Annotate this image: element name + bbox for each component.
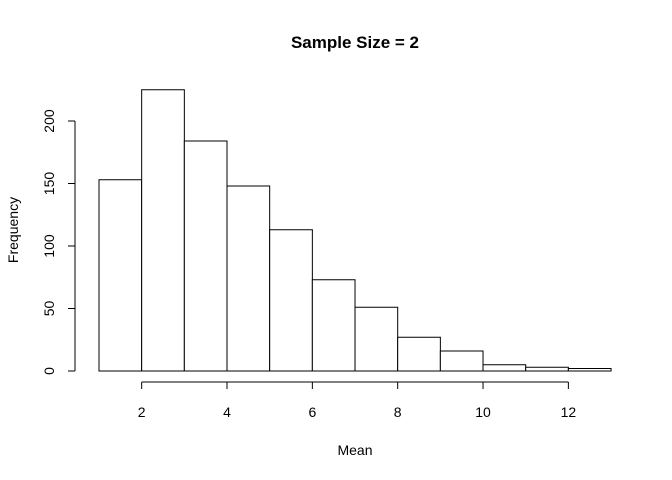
y-tick-label: 0 xyxy=(41,367,57,375)
y-tick-label: 200 xyxy=(41,109,57,133)
histogram-bar xyxy=(311,279,356,372)
x-tick-label: 6 xyxy=(308,404,316,420)
histogram-bar xyxy=(482,364,527,372)
x-tick-label: 8 xyxy=(394,404,402,420)
y-axis-label: Frequency xyxy=(5,197,21,263)
x-tick-label: 2 xyxy=(138,404,146,420)
histogram-bar xyxy=(397,336,441,372)
y-axis: 0 50 100 150 200 xyxy=(41,109,76,375)
y-tick-label: 100 xyxy=(41,234,57,258)
chart-title: Sample Size = 2 xyxy=(291,33,419,52)
histogram-bar xyxy=(269,229,313,372)
histogram-bar xyxy=(141,89,185,372)
y-tick-label: 50 xyxy=(41,301,57,317)
histogram-bar xyxy=(98,179,143,372)
histogram-bar xyxy=(567,368,612,372)
y-tick-label: 150 xyxy=(41,172,57,196)
x-axis-label: Mean xyxy=(337,442,372,458)
histogram-bar xyxy=(439,350,484,372)
x-tick-label: 4 xyxy=(223,404,231,420)
histogram-bar xyxy=(354,306,399,372)
x-tick-label: 12 xyxy=(561,404,577,420)
x-axis: 2 4 6 8 10 12 xyxy=(138,381,577,420)
histogram-bar xyxy=(183,140,228,372)
bars-group xyxy=(98,89,612,372)
x-tick-label: 10 xyxy=(475,404,491,420)
histogram-bar xyxy=(525,366,569,372)
histogram-bar xyxy=(226,185,271,372)
